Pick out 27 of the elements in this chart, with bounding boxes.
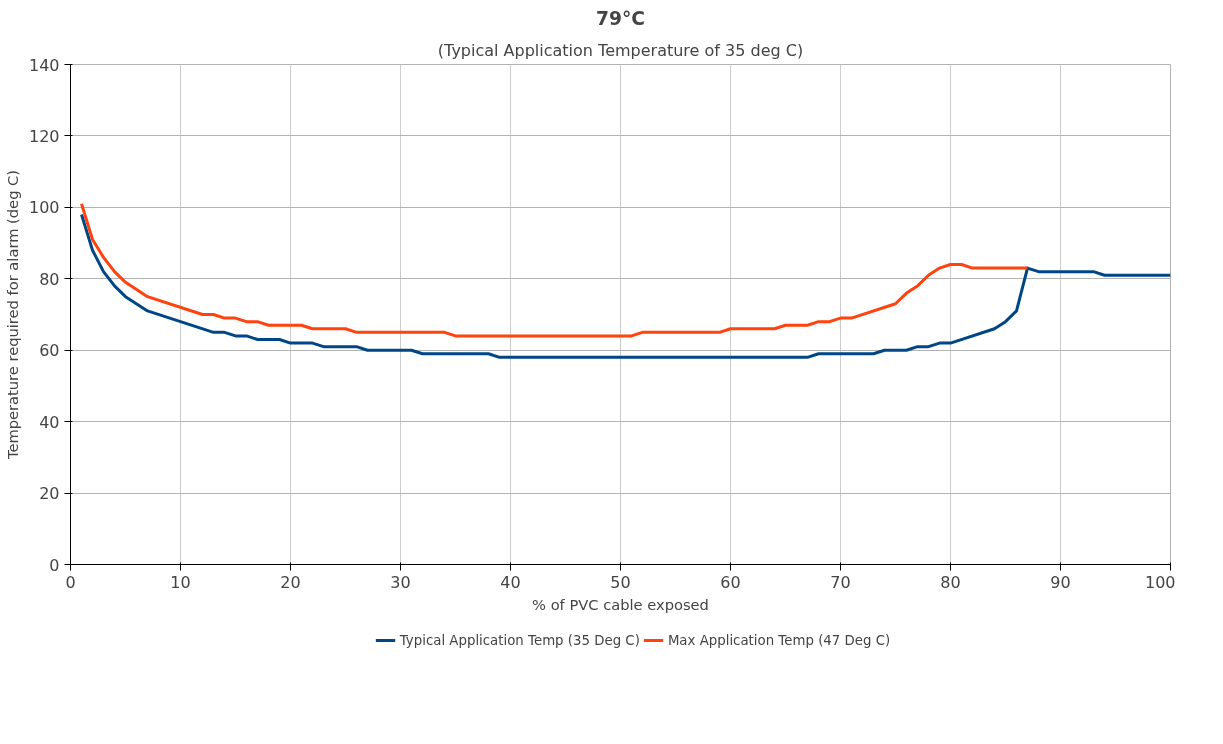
y-tick-label: 40 (39, 412, 60, 432)
y-axis-title: Temperature required for alarm (deg C) (3, 169, 21, 461)
legend-label: Max Application Temp (47 Deg C) (667, 632, 891, 648)
x-tick-label: 40 (500, 572, 521, 592)
chart-subtitle: (Typical Application Temperature of 35 deg C) (437, 40, 804, 60)
x-tick-label: 90 (1050, 572, 1071, 592)
y-tick-label: 0 (49, 555, 60, 575)
y-tick-label: 60 (39, 341, 60, 361)
x-tick-label: 100 (1144, 572, 1176, 592)
x-tick-label: 80 (940, 572, 961, 592)
x-tick-label: 60 (720, 572, 741, 592)
y-tick-label: 20 (39, 484, 60, 504)
legend-label: Typical Application Temp (35 Deg C) (399, 632, 640, 648)
y-tick-label: 80 (39, 269, 60, 289)
y-tick-label: 140 (28, 55, 60, 75)
x-tick-label: 30 (390, 572, 411, 592)
y-tick-label: 120 (28, 126, 60, 146)
x-axis-title: % of PVC cable exposed (532, 595, 709, 613)
line-series (80, 213, 1171, 359)
y-tick-label: 100 (28, 198, 60, 218)
x-tick-label: 70 (830, 572, 851, 592)
x-tick-label: 20 (280, 572, 301, 592)
x-tick-label: 50 (610, 572, 631, 592)
line-series (80, 202, 1029, 338)
chart-title: 79°C (596, 7, 645, 29)
x-tick-label: 10 (170, 572, 191, 592)
x-tick-label: 0 (65, 572, 76, 592)
